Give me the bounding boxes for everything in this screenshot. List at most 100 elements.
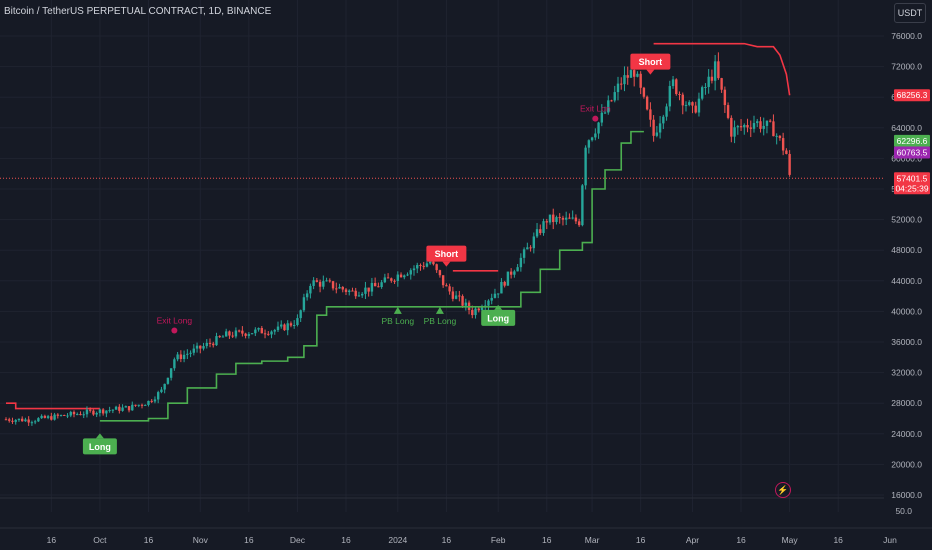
candle-body [24,419,27,422]
exit-signal-label: Exit Long [157,316,193,326]
candle-body [79,414,82,416]
time-tick-label: 16 [144,535,154,545]
candle-body [95,412,98,415]
candle-body [768,120,772,122]
candle-body [464,302,468,306]
candle-body [348,290,351,292]
candle-body [736,126,740,128]
candle-body [406,274,409,276]
candle-body [147,400,150,405]
candle-body [785,150,788,154]
candle-body [506,271,510,286]
price-tick-label: 20000.0 [891,459,922,469]
candle-body [739,126,743,128]
candle-body [72,411,76,415]
signal-pointer [646,69,655,75]
long-trailing-stop-line [99,130,644,422]
candle-body [254,329,257,334]
candle-body [558,217,561,219]
candle-body [461,296,464,306]
candle-body [752,123,756,129]
candle-body [393,280,396,282]
candle-body [600,112,604,123]
candle-body [710,76,714,81]
candle-body [121,407,124,411]
candle-body [195,345,199,349]
candle-body [153,399,157,402]
candle-body [134,404,137,406]
candle-body [325,280,328,282]
candle-body [260,327,264,334]
candle-body [775,135,778,137]
candle-body [594,133,597,138]
candle-body [43,415,47,418]
price-tick-label: 64000.0 [891,123,922,133]
price-tick-label: 32000.0 [891,368,922,378]
candle-body [20,418,24,422]
candle-body [131,404,134,411]
candle-body [759,121,762,129]
time-tick-label: May [782,535,799,545]
candle-body [555,217,558,223]
candle-body [684,104,688,106]
candle-body [416,265,419,269]
candle-body [762,125,765,129]
candle-body [302,297,306,311]
price-tick-label: 72000.0 [891,62,922,72]
candle-body [564,217,568,220]
time-tick-label: 16 [833,535,843,545]
time-tick-label: 16 [442,535,452,545]
currency-selector[interactable]: USDT [894,3,926,23]
candle-body [662,116,665,124]
candle-body [545,221,548,223]
lightning-icon[interactable]: ⚡ [775,482,791,498]
candle-body [17,418,21,421]
time-tick-label: 16 [244,535,254,545]
candle-body [781,138,785,151]
candle-body [328,280,332,282]
price-tick-label: 40000.0 [891,306,922,316]
candle-body [354,290,357,297]
pb-long-triangle [393,306,402,314]
signal-box [630,53,671,70]
candle-body [778,135,782,139]
price-tick-label: 52000.0 [891,215,922,225]
candle-body [338,286,341,289]
candle-body [140,404,144,406]
candle-body [234,330,238,337]
candle-body [173,359,176,369]
candle-body [63,415,66,417]
candle-body [370,282,374,292]
candle-body [571,217,574,219]
price-tick-label: 28000.0 [891,398,922,408]
candle-body [237,330,241,332]
price-axis: 76000.072000.068000.064000.060000.056000… [884,0,932,550]
candle-body [386,277,390,279]
candle-body [218,336,221,338]
candle-body [471,309,474,316]
candle-body [137,404,140,406]
candle-body [315,280,319,282]
candle-body [364,287,367,294]
time-tick-label: Dec [290,535,306,545]
candle-body [454,295,458,299]
candle-body [730,117,733,137]
candle-body [283,324,286,331]
candle-body [228,331,231,336]
exit-marker-dot [171,327,178,334]
short-signal-label: Short [435,249,459,259]
candle-body [788,153,791,175]
candle-body [373,282,377,287]
candle-body [383,277,387,283]
candle-body [717,61,720,79]
candle-body [205,342,208,347]
candle-body [432,261,435,265]
candle-body [490,297,493,301]
candle-body [535,229,539,237]
time-tick-label: 2024 [388,535,407,545]
long-signal-label: Long [89,442,111,452]
candle-body [675,79,678,95]
candle-body [665,106,668,117]
candle-body [448,286,451,292]
